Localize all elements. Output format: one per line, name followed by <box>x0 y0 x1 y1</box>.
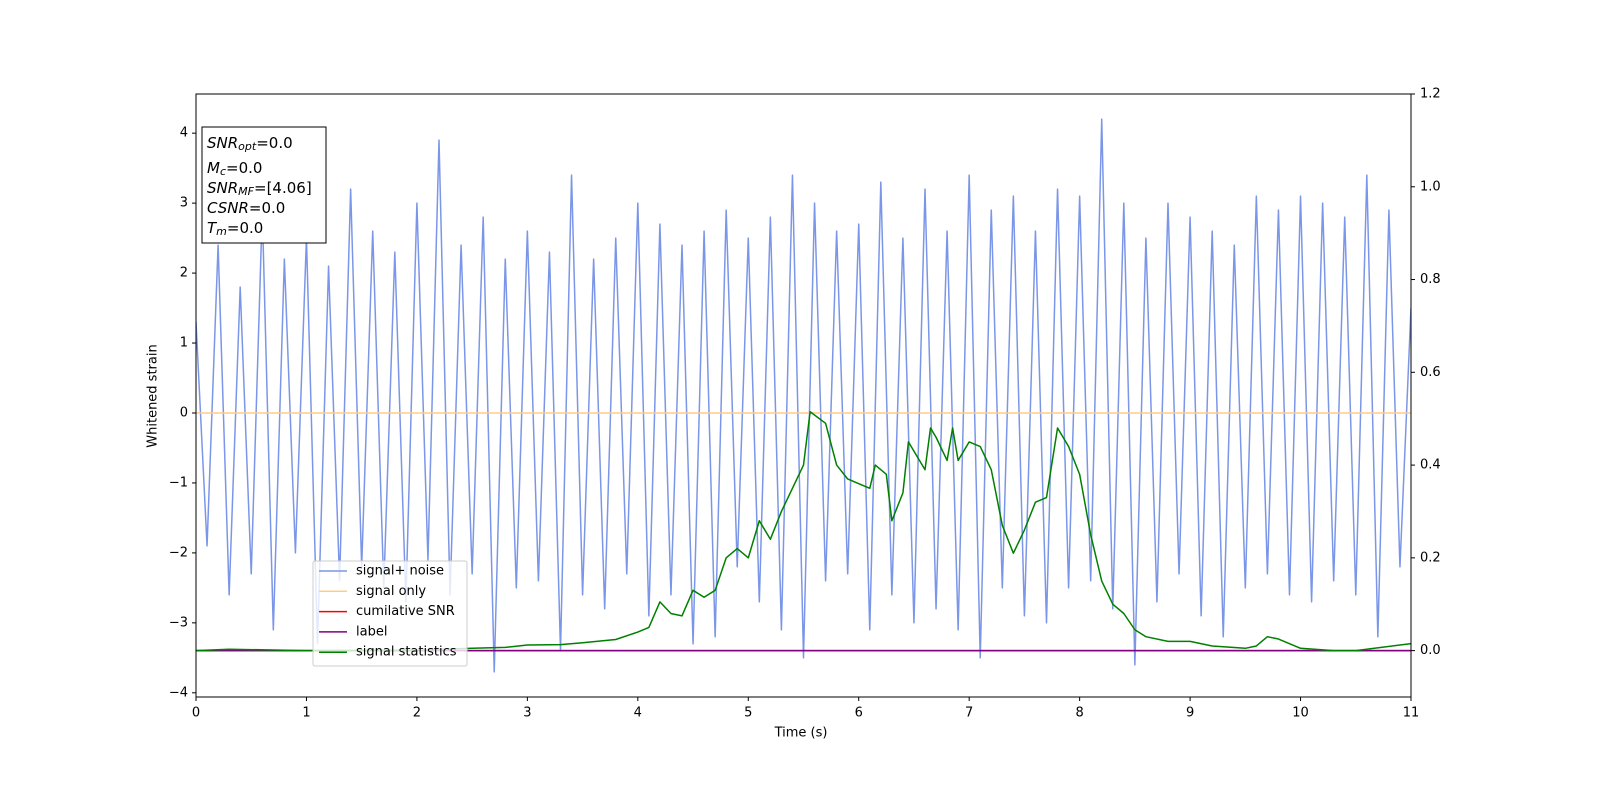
legend-label: cumilative SNR <box>356 604 455 619</box>
y-axis-label: Whitened strain <box>146 344 161 447</box>
x-tick-label: 0 <box>192 706 200 721</box>
y2-tick-label: 0.6 <box>1420 365 1441 380</box>
annotation-rest: =[4.06] <box>254 179 312 197</box>
annotation-base: SNR <box>207 179 238 197</box>
legend-label: signal+ noise <box>356 564 444 579</box>
y-tick-label: −2 <box>169 545 188 560</box>
legend-label: label <box>356 624 387 639</box>
annotation-rest: =0.0 <box>226 159 262 177</box>
x-tick-label: 3 <box>523 706 531 721</box>
y2-tick-label: 1.0 <box>1420 179 1441 194</box>
annotation: SNRMF=[4.06] <box>207 179 312 199</box>
x-tick-label: 1 <box>302 706 310 721</box>
annotation-box <box>201 126 327 244</box>
x-tick-label: 8 <box>1075 706 1083 721</box>
annotation: CSNR=0.0 <box>207 199 285 217</box>
annotation-sub: opt <box>238 140 257 153</box>
x-tick-label: 11 <box>1403 706 1420 721</box>
legend-box <box>312 560 468 667</box>
y-tick-label: 0 <box>180 405 188 420</box>
y-tick-label: 1 <box>180 336 188 351</box>
annotation-base: SNR <box>207 134 238 152</box>
y-tick-label: 4 <box>180 126 188 141</box>
y-tick-label: 2 <box>180 266 188 281</box>
annotation-base: M <box>207 159 220 177</box>
y2-tick-label: 0.8 <box>1420 272 1441 287</box>
annotation-sub: m <box>216 225 227 238</box>
y-tick-label: −4 <box>169 685 188 700</box>
legend-label: signal statistics <box>356 645 457 660</box>
y2-tick-label: 1.2 <box>1420 87 1441 102</box>
y2-tick-label: 0.0 <box>1420 643 1441 658</box>
x-axis-label: Time (s) <box>774 726 828 741</box>
x-tick-label: 2 <box>413 706 421 721</box>
annotation-rest: =0.0 <box>249 199 285 217</box>
y2-tick-label: 0.4 <box>1420 458 1441 473</box>
y-tick-label: −1 <box>169 475 188 490</box>
y-tick-label: 3 <box>180 196 188 211</box>
x-tick-label: 10 <box>1292 706 1309 721</box>
annotation-base: CSNR <box>207 199 249 217</box>
annotation: Mc=0.0 <box>207 159 262 179</box>
legend-label: signal only <box>356 584 426 599</box>
annotation: Tm=0.0 <box>207 219 263 239</box>
annotation-rest: =0.0 <box>227 219 263 237</box>
y2-tick-label: 0.2 <box>1420 550 1441 565</box>
annotation-sub: c <box>220 165 226 178</box>
annotation-sub: MF <box>238 185 254 198</box>
x-tick-label: 5 <box>744 706 752 721</box>
x-tick-label: 6 <box>855 706 863 721</box>
annotation: SNRopt=0.0 <box>207 134 293 154</box>
annotation-base: T <box>207 219 218 237</box>
series-line <box>196 118 1411 673</box>
x-tick-label: 4 <box>634 706 642 721</box>
series-line <box>196 410 1411 652</box>
y-tick-label: −3 <box>169 615 188 630</box>
annotation-rest: =0.0 <box>256 134 292 152</box>
x-tick-label: 9 <box>1186 706 1194 721</box>
axes-frame <box>195 93 1412 698</box>
x-tick-label: 7 <box>965 706 973 721</box>
